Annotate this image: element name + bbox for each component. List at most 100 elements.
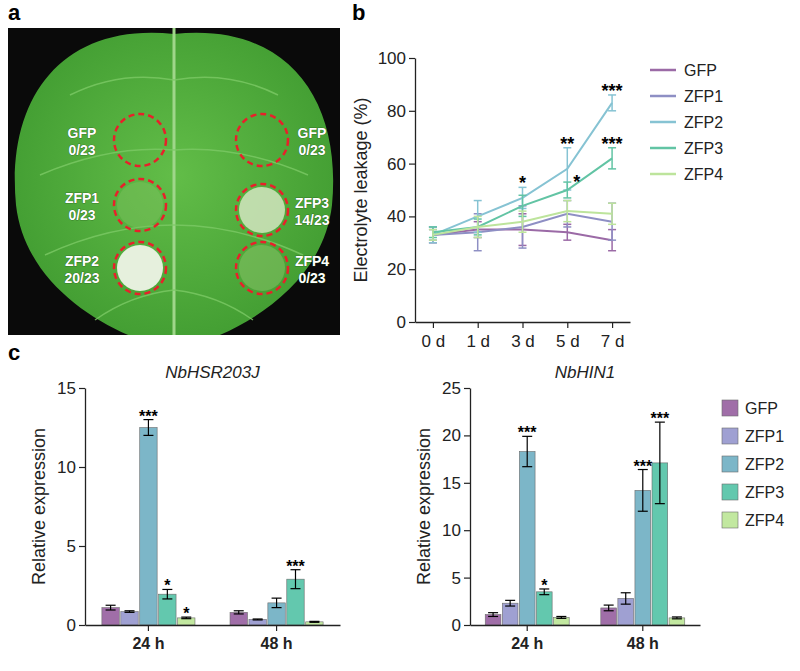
legend-item: ZFP1 xyxy=(722,428,784,445)
tick-label: 20 xyxy=(442,426,461,445)
spot-score: 20/23 xyxy=(64,270,99,286)
legend-item: ZFP4 xyxy=(722,512,784,529)
tick-mark xyxy=(527,625,528,631)
legend-item: ZFP4 xyxy=(650,166,723,183)
error-bar xyxy=(608,203,616,240)
tick-label: 10 xyxy=(442,521,461,540)
spot-label: GFP xyxy=(68,125,97,141)
x-axis: 24 h 48 h xyxy=(471,625,701,652)
tick: 0 xyxy=(397,313,415,332)
error-bar xyxy=(563,182,571,198)
tick-label: 5 xyxy=(67,537,76,556)
error-bar xyxy=(672,617,682,619)
legend-item: GFP xyxy=(650,62,717,79)
x-axis: 24 h48 h xyxy=(86,625,341,652)
tick-mark xyxy=(409,164,415,165)
tick-mark xyxy=(464,388,470,389)
chart-title: NbHSR203J xyxy=(165,363,260,382)
tick-mark xyxy=(642,625,643,631)
significance-labels: ******** xyxy=(139,408,306,622)
tick: 5 d xyxy=(556,322,580,351)
bar xyxy=(536,592,552,625)
tick-mark xyxy=(148,625,149,631)
axis-line xyxy=(415,59,416,323)
tick-label: 5 d xyxy=(556,332,580,351)
y-axis: 0510152025 xyxy=(442,379,470,635)
tick-label: 60 xyxy=(387,155,406,174)
tick: 1 d xyxy=(466,322,490,351)
panel-letter: c xyxy=(8,340,20,365)
spot-score: 0/23 xyxy=(68,207,95,223)
tick: 48 h xyxy=(627,625,659,652)
tick-label: 24 h xyxy=(511,635,543,652)
tick-label: 48 h xyxy=(261,635,293,652)
axis-line xyxy=(85,389,86,626)
tick-label: 15 xyxy=(57,379,76,398)
spot-label: ZFP4 xyxy=(295,253,329,269)
legend-label: GFP xyxy=(745,400,778,417)
error-bar xyxy=(505,600,515,606)
error-bar xyxy=(604,605,614,611)
tick-mark xyxy=(464,625,470,626)
legend-label: ZFP4 xyxy=(684,166,723,183)
axis-line xyxy=(470,389,471,626)
legend-item: ZFP3 xyxy=(650,140,723,157)
leaf-vein xyxy=(174,149,308,175)
error-bar xyxy=(106,605,116,610)
significance: *** xyxy=(602,134,623,154)
legend-item: GFP xyxy=(722,400,778,417)
series-line xyxy=(433,158,612,232)
legend-swatch xyxy=(650,173,676,176)
line-chart: 0204060801000 d1 d3 d5 d7 dElectrolyte l… xyxy=(351,49,723,351)
leaf-panel: GFP0/23GFP0/23ZFP10/23ZFP314/23ZFP220/23… xyxy=(8,28,340,350)
legend-label: ZFP2 xyxy=(684,114,723,131)
tick-label: 15 xyxy=(442,474,461,493)
tick: 5 xyxy=(67,537,85,556)
legend-label: ZFP2 xyxy=(745,456,784,473)
axis-line xyxy=(86,625,341,626)
bar xyxy=(121,612,138,625)
tick-mark xyxy=(276,625,277,631)
bar xyxy=(502,603,518,625)
tick-label: 5 xyxy=(452,569,461,588)
bar xyxy=(249,619,266,625)
tick-label: 10 xyxy=(57,458,76,477)
tick: 10 xyxy=(57,458,85,477)
legend-item: ZFP1 xyxy=(650,88,723,105)
legend-label: ZFP3 xyxy=(745,484,784,501)
legend-swatch xyxy=(722,456,738,472)
significance-labels: ********** xyxy=(518,410,670,594)
legend-swatch xyxy=(650,95,676,98)
error-bar xyxy=(621,593,631,604)
error-bar xyxy=(474,214,482,251)
y-axis: 0 5 10 15 xyxy=(57,379,85,635)
legend-item: ZFP3 xyxy=(722,484,784,501)
bar xyxy=(519,452,535,625)
x-axis: 0 d1 d3 d5 d7 d xyxy=(416,322,631,351)
bar xyxy=(553,617,569,625)
lesion xyxy=(239,245,285,291)
y-axis-title: Relative expression xyxy=(29,428,49,585)
bar xyxy=(140,428,157,626)
tick: 0 xyxy=(452,616,470,635)
legend: GFP ZFP1 ZFP2 ZFP3 ZFP4 xyxy=(722,400,784,529)
infiltration-spot xyxy=(114,114,166,166)
panel-letter: a xyxy=(8,0,21,25)
tick-label: 1 d xyxy=(466,332,490,351)
significance: *** xyxy=(139,408,158,425)
legend-swatch xyxy=(722,400,738,416)
bar-chart: 0 5 10 15 24 h48 h Relative expression NbHSR20… xyxy=(29,363,341,652)
leaf-vein xyxy=(40,149,174,175)
tick-label: 48 h xyxy=(627,635,659,652)
y-axis-title: Electrolyte leakage (%) xyxy=(351,97,371,282)
error-bar xyxy=(563,201,571,222)
tick: 20 xyxy=(442,426,470,445)
tick-mark xyxy=(567,322,568,328)
tick-label: 0 xyxy=(452,616,461,635)
plot-area xyxy=(485,422,685,625)
lesion xyxy=(117,245,163,291)
series-line xyxy=(433,211,612,235)
error-bar xyxy=(474,216,482,237)
leaf-midrib xyxy=(173,28,176,335)
tick: 0 xyxy=(67,616,85,635)
